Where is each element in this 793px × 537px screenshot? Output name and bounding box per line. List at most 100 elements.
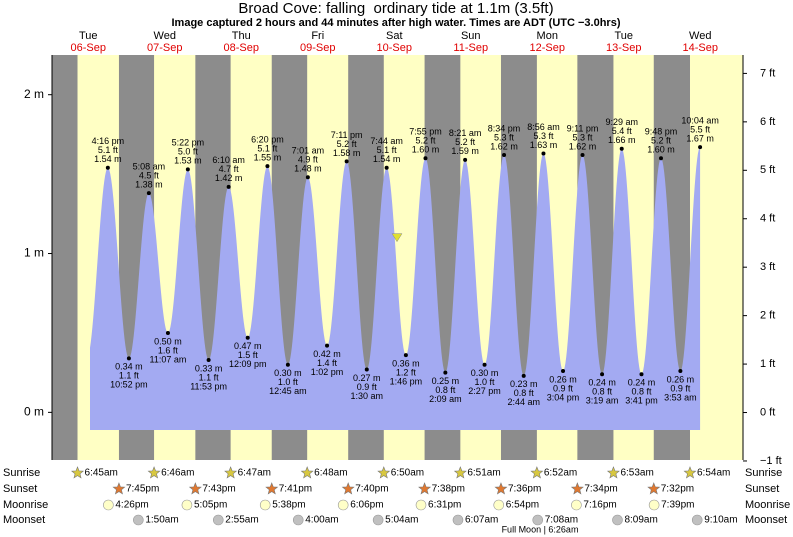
high-tide-dot <box>463 157 468 162</box>
low-tide-label: 0.50 m <box>154 336 182 346</box>
sunset-time: 7:32pm <box>661 484 694 495</box>
low-tide-label: 3:41 pm <box>625 396 658 406</box>
low-tide-dot <box>482 362 487 367</box>
high-tide-label: 8:34 pm <box>488 123 521 133</box>
low-tide-label: 0.8 ft <box>514 388 535 398</box>
low-tide-label: 2:44 am <box>507 397 540 407</box>
y2-tick-label: 3 ft <box>760 261 775 273</box>
current-level-marker <box>391 233 403 243</box>
low-tide-label: 1.1 ft <box>199 372 220 382</box>
high-tide-label: 5.1 ft <box>377 145 398 155</box>
sunset-time: 7:41pm <box>279 484 312 495</box>
moonset-icon <box>212 514 224 526</box>
sunset-icon <box>418 482 432 495</box>
moonset-time: 7:08am <box>545 515 578 526</box>
sunrise-time: 6:48am <box>314 468 347 479</box>
low-tide-label: 1.0 ft <box>475 377 496 387</box>
high-tide-label: 9:11 pm <box>567 123 599 133</box>
low-tide-label: 0.23 m <box>510 379 538 389</box>
day-date: 11-Sep <box>453 42 488 54</box>
high-tide-label: 5.1 ft <box>257 144 278 154</box>
low-tide-label: 0.30 m <box>471 368 499 378</box>
high-tide-label: 5.3 ft <box>494 132 515 142</box>
moonrise-time: 5:38pm <box>272 500 305 511</box>
low-tide-label: 10:52 pm <box>110 380 148 390</box>
row-label: Sunset <box>745 483 779 495</box>
y2-tick-label: −1 ft <box>760 455 782 467</box>
low-tide-label: 1:30 am <box>351 391 384 401</box>
chart-title: Broad Cove: falling ordinary tide at 1.1… <box>238 0 553 17</box>
moonrise-icon <box>103 499 114 511</box>
y-tick-label: 1 m <box>24 246 44 260</box>
low-tide-label: 0.34 m <box>115 362 143 372</box>
sunrise-icon <box>377 466 391 479</box>
high-tide-label: 7:01 am <box>292 146 325 156</box>
low-tide-label: 3:19 am <box>586 396 619 406</box>
sunset-time: 7:36pm <box>508 484 541 495</box>
low-tide-label: 0.47 m <box>234 341 262 351</box>
low-tide-label: 0.26 m <box>667 374 695 384</box>
high-tide-label: 7:11 pm <box>331 130 363 140</box>
sunrise-icon <box>453 466 467 479</box>
sunrise-time: 6:54am <box>697 468 730 479</box>
moonset-icon <box>612 514 623 526</box>
high-tide-label: 1.62 m <box>490 141 518 151</box>
day-date: 13-Sep <box>606 42 641 54</box>
sunrise-icon <box>530 466 544 479</box>
day-name: Wed <box>689 30 711 42</box>
sunrise-icon <box>300 466 314 479</box>
high-tide-label: 1.42 m <box>215 173 243 183</box>
high-tide-label: 1.38 m <box>135 180 163 190</box>
y2-tick-label: 2 ft <box>760 310 775 322</box>
sunrise-icon <box>71 466 85 479</box>
low-tide-dot <box>521 373 526 378</box>
high-tide-label: 5.3 ft <box>573 132 594 142</box>
low-tide-label: 1.6 ft <box>158 345 179 355</box>
low-tide-label: 0.27 m <box>353 373 381 383</box>
moonset-time: 8:09am <box>624 515 657 526</box>
low-tide-dot <box>206 357 211 362</box>
day-date: 14-Sep <box>683 42 718 54</box>
y2-tick-label: 6 ft <box>760 116 775 128</box>
low-tide-label: 0.9 ft <box>357 382 378 392</box>
low-tide-label: 1:46 pm <box>390 377 423 387</box>
low-tide-label: 12:09 pm <box>229 359 267 369</box>
y2-tick-label: 7 ft <box>760 67 775 79</box>
sunset-time: 7:38pm <box>432 484 465 495</box>
high-tide-label: 6:20 pm <box>251 135 284 145</box>
sunrise-icon <box>147 466 161 479</box>
high-tide-dot <box>226 184 231 189</box>
high-tide-label: 5.3 ft <box>533 131 554 141</box>
high-tide-label: 9:29 am <box>605 117 638 127</box>
high-tide-label: 8:21 am <box>449 128 482 138</box>
high-tide-label: 1.53 m <box>174 156 202 166</box>
high-tide-dot <box>185 167 190 172</box>
low-tide-dot <box>600 372 605 377</box>
high-tide-label: 9:48 pm <box>645 127 678 137</box>
sunrise-time: 6:51am <box>467 468 500 479</box>
moonrise-icon <box>337 499 349 511</box>
moon-phase: Full Moon | 6:26am <box>502 524 579 534</box>
moonset-icon <box>133 514 144 526</box>
high-tide-label: 4.7 ft <box>219 164 240 174</box>
high-tide-dot <box>265 164 270 169</box>
high-tide-label: 1.63 m <box>530 140 558 150</box>
y2-tick-label: 0 ft <box>760 406 775 418</box>
day-date: 07-Sep <box>147 42 182 54</box>
low-tide-label: 1.1 ft <box>119 371 140 381</box>
moonrise-icon <box>493 499 505 511</box>
y2-tick-label: 5 ft <box>760 164 775 176</box>
sunset-time: 7:34pm <box>584 484 617 495</box>
low-tide-label: 11:07 am <box>150 354 187 364</box>
high-tide-label: 4.9 ft <box>298 155 319 165</box>
low-tide-dot <box>403 353 408 358</box>
high-tide-label: 5:08 am <box>133 162 166 172</box>
moonrise-time: 5:05pm <box>194 500 227 511</box>
tide-curve <box>90 147 701 430</box>
high-tide-dot <box>541 151 546 156</box>
sunset-icon <box>647 482 661 495</box>
row-label: Sunrise <box>3 467 40 479</box>
low-tide-label: 0.25 m <box>432 376 460 386</box>
moonset-icon <box>292 514 304 526</box>
sunrise-time: 6:46am <box>161 468 194 479</box>
